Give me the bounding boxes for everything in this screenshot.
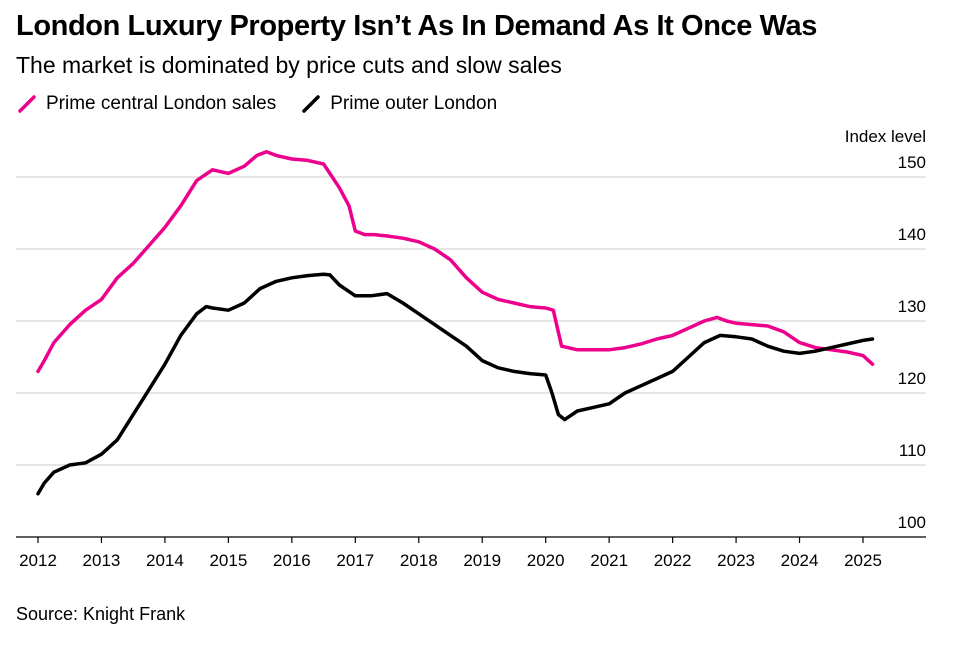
source-note: Source: Knight Frank xyxy=(16,604,186,624)
y-tick-label-100: 100 xyxy=(898,513,926,532)
x-tick-label-2022: 2022 xyxy=(654,551,692,570)
x-axis: 2012 2013 2014 2015 2016 2017 2018 2019 2020 2021… xyxy=(16,536,926,570)
x-tick-label-2020: 2020 xyxy=(527,551,565,570)
x-tick-label-2017: 2017 xyxy=(336,551,374,570)
x-tick-label-2016: 2016 xyxy=(273,551,311,570)
x-tick-label-2015: 2015 xyxy=(209,551,247,570)
y-axis-label: Index level xyxy=(845,127,926,146)
y-tick-label-120: 120 xyxy=(898,369,926,388)
series-lines xyxy=(36,150,875,496)
x-tick-label-2019: 2019 xyxy=(463,551,501,570)
legend-swatch-pcl-icon xyxy=(18,95,36,113)
chart-subtitle: The market is dominated by price cuts an… xyxy=(16,52,562,78)
legend-label-pcl: Prime central London sales xyxy=(46,93,277,114)
x-tick-label-2021: 2021 xyxy=(590,551,628,570)
y-tick-label-150: 150 xyxy=(898,153,926,172)
legend-item-pcl: Prime central London sales xyxy=(16,93,276,115)
y-tick-label-130: 130 xyxy=(898,297,926,316)
y-axis-labels: 100 110 120 130 140 150 xyxy=(898,153,926,532)
legend: Prime central London sales Prime outer L… xyxy=(16,91,521,117)
gridlines xyxy=(16,176,926,466)
legend-label-pol: Prime outer London xyxy=(330,93,498,114)
x-tick-label-2012: 2012 xyxy=(19,551,57,570)
x-tick-label-2018: 2018 xyxy=(400,551,438,570)
chart-title: London Luxury Property Isn’t As In Deman… xyxy=(16,10,817,42)
series-line-prime-central-london xyxy=(36,150,875,374)
y-tick-label-110: 110 xyxy=(899,441,926,460)
x-tick-label-2023: 2023 xyxy=(717,551,755,570)
x-tick-label-2025: 2025 xyxy=(844,551,882,570)
x-tick-label-2014: 2014 xyxy=(146,551,184,570)
legend-swatch-pol-icon xyxy=(302,95,320,113)
x-tick-label-2024: 2024 xyxy=(781,551,819,570)
y-tick-label-140: 140 xyxy=(898,225,926,244)
x-tick-label-2013: 2013 xyxy=(83,551,121,570)
series-line-prime-outer-london xyxy=(36,272,875,496)
legend-item-pol: Prime outer London xyxy=(300,93,497,115)
